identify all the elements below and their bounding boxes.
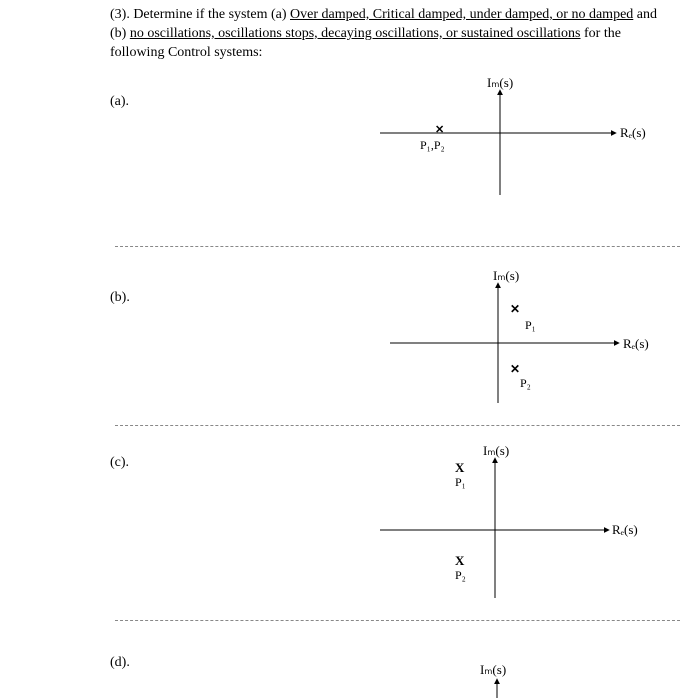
- part-b-label: (b).: [110, 290, 130, 306]
- q-prefix: (3). Determine if the system (a): [110, 7, 290, 22]
- q-options-a: Over damped, Critical damped, under damp…: [290, 7, 633, 22]
- part-c-label: (c).: [110, 455, 129, 471]
- pole-b1-x: ✕: [510, 302, 520, 316]
- divider-cd: [115, 620, 680, 621]
- axes-b: [300, 278, 640, 408]
- pole-c2-label: P₂: [455, 568, 466, 583]
- pole-c2-x: X: [455, 553, 464, 569]
- divider-bc: [115, 425, 680, 426]
- axes-a: [300, 85, 640, 195]
- divider-ab: [115, 246, 680, 247]
- pole-b2-x: ✕: [510, 362, 520, 376]
- pole-b1-label: P₁: [525, 318, 536, 333]
- pole-a-x: ✕: [435, 123, 444, 136]
- pole-c1-x: X: [455, 460, 464, 476]
- question-text: (3). Determine if the system (a) Over da…: [110, 6, 670, 63]
- q-options-b: no oscillations, oscillations stops, dec…: [130, 26, 581, 41]
- pole-a-label: P₁,P₂: [420, 138, 445, 153]
- pole-c1-label: P₁: [455, 475, 466, 490]
- pole-b2-label: P₂: [520, 376, 531, 391]
- part-a-label: (a).: [110, 94, 129, 110]
- part-d-label: (d).: [110, 655, 130, 671]
- page: (3). Determine if the system (a) Over da…: [0, 0, 695, 700]
- axes-d: [400, 676, 600, 700]
- axes-c: [300, 453, 640, 603]
